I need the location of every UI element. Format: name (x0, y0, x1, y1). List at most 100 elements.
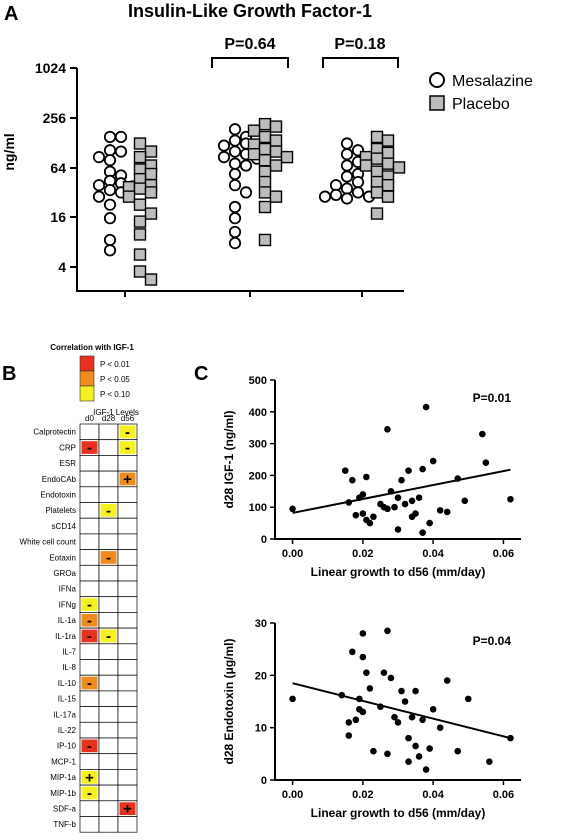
scatter-point (363, 669, 370, 677)
heatmap-cell (79, 517, 100, 535)
scatter-point (422, 766, 430, 773)
mesalazine-point (340, 170, 354, 183)
scatter-point (349, 476, 356, 484)
row-label: Platelets (45, 506, 76, 515)
column-label: d0 (85, 414, 94, 423)
scatter-point (363, 516, 370, 524)
placebo-point (258, 130, 272, 144)
mesalazine-point (217, 139, 231, 152)
heatmap-cell-filled (81, 598, 98, 611)
scatter-point (363, 473, 370, 481)
correlation-sign: - (106, 502, 111, 519)
placebo-point (269, 120, 283, 133)
ytick-label: 400 (249, 407, 267, 419)
mesalazine-point (340, 159, 354, 172)
correlation-sign: - (87, 785, 92, 802)
scatter-point (394, 494, 402, 501)
scatter-point (359, 491, 367, 498)
scatter-point (289, 505, 296, 513)
levels-title: IGF-1 Levels (93, 408, 139, 417)
scatter-point (405, 734, 412, 742)
pvalue-label: P=0.04 (473, 634, 512, 648)
legend-mesalazine-label: Mesalazine (452, 73, 533, 90)
heatmap-cell-filled (81, 770, 98, 784)
scatter-point (405, 467, 412, 474)
heatmap-cell (98, 564, 119, 582)
ytick-label: 10 (255, 723, 267, 735)
mesalazine-point (340, 148, 354, 161)
scatter-point (394, 526, 402, 533)
scatter-point (366, 685, 374, 692)
scatter-point (443, 508, 451, 516)
heatmap-cell (117, 737, 138, 755)
placebo-point (133, 198, 147, 211)
scatter-point (412, 742, 419, 750)
scatter-point (412, 687, 419, 695)
heatmap-cell-filled (119, 802, 136, 815)
heatmap-cell-filled (119, 441, 136, 454)
scatter-point (401, 500, 409, 508)
scatter-point (370, 513, 377, 521)
placebo-point (370, 165, 384, 178)
scatter-point (486, 758, 493, 765)
ytick-label: 64 (50, 160, 66, 176)
placebo-point (359, 159, 373, 172)
row-label: CRP (59, 443, 76, 452)
scatter-point (398, 476, 405, 484)
heatmap-cell-filled (119, 472, 136, 486)
heatmap-cell (79, 486, 100, 503)
panel-a-ylabel: ng/ml (1, 133, 17, 170)
correlation-sign: - (125, 424, 130, 441)
heatmap-cell (98, 800, 119, 817)
correlation-sign: + (85, 769, 94, 786)
placebo-point (144, 273, 158, 286)
heatmap-cell (117, 769, 138, 786)
trendline (292, 468, 511, 514)
placebo-point (370, 175, 384, 189)
placebo-point (280, 150, 294, 164)
mesalazine-point (228, 134, 242, 147)
mesalazine-point (351, 175, 365, 189)
row-label: ESR (60, 459, 77, 468)
scatter-point (408, 497, 416, 505)
mesalazine-point (318, 190, 332, 203)
placebo-point (133, 228, 147, 241)
mesalazine-point (114, 130, 128, 144)
heatmap-cell (79, 800, 100, 817)
row-label: Endotoxin (40, 490, 76, 499)
scatter-point (377, 703, 384, 711)
correlation-sign: + (123, 471, 132, 488)
mesalazine-point (340, 192, 354, 205)
legend-placebo-marker (429, 95, 445, 111)
mesalazine-point (92, 179, 106, 192)
ytick-label: 30 (255, 618, 267, 630)
row-label: IL-10 (58, 679, 77, 688)
row-label: IL-7 (62, 647, 76, 656)
heatmap-cell (117, 643, 138, 660)
scatter-point (359, 510, 367, 517)
placebo-point (258, 154, 272, 167)
trendline (292, 682, 511, 740)
scatter-point (356, 494, 363, 501)
correlation-sign: - (87, 628, 92, 645)
correlation-sign: - (87, 597, 92, 614)
row-label: IL-1a (58, 616, 77, 625)
xtick-label: 0.00 (282, 548, 303, 560)
row-label: Calprotectin (33, 428, 76, 437)
panel-a-xticks (124, 291, 363, 297)
scatter-point (507, 495, 514, 503)
heatmap-cell (98, 706, 119, 723)
scatter-point (352, 511, 360, 519)
heatmap-cell (79, 455, 100, 472)
heatmap-cell (98, 690, 119, 707)
heatmap-cell (117, 706, 138, 723)
heatmap-cell (79, 706, 100, 723)
placebo-point (269, 134, 283, 147)
scatter-point (415, 494, 423, 501)
placebo-point (133, 215, 147, 228)
row-label: IL-17a (53, 710, 76, 719)
scatter-point (419, 716, 426, 724)
row-label: MCP-1 (51, 757, 76, 766)
heatmap-cell-filled (119, 425, 136, 439)
mesalazine-point (103, 244, 117, 257)
